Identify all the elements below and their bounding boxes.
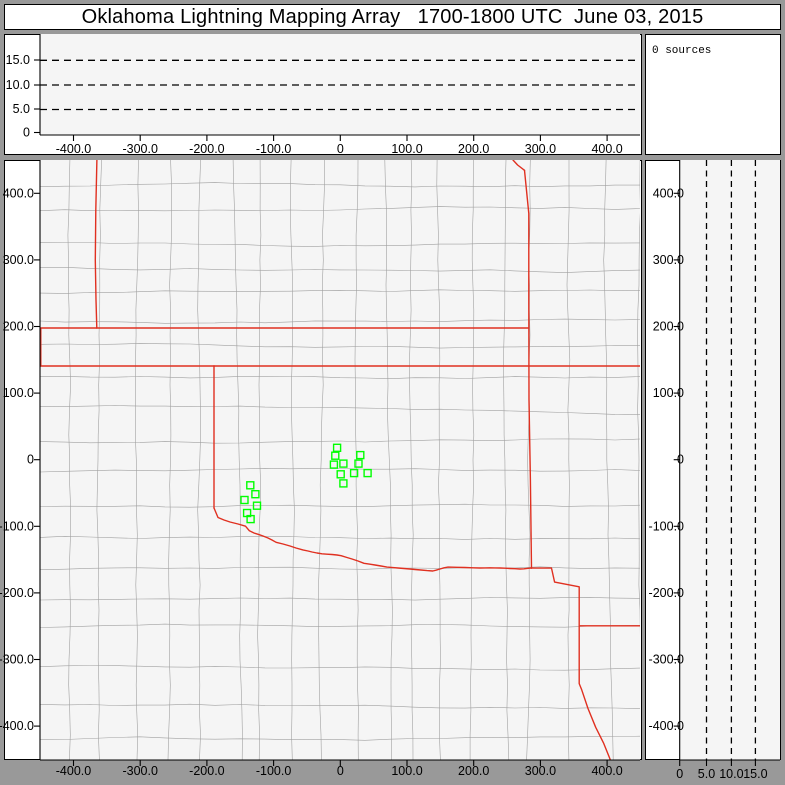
svg-text:200.0: 200.0 — [458, 142, 489, 156]
svg-text:-400.0: -400.0 — [56, 764, 91, 778]
svg-text:15.0: 15.0 — [6, 53, 30, 67]
svg-text:0: 0 — [337, 142, 344, 156]
svg-text:300.0: 300.0 — [525, 142, 556, 156]
svg-text:-100.0: -100.0 — [256, 764, 291, 778]
svg-text:100.0: 100.0 — [391, 142, 422, 156]
svg-text:10.0: 10.0 — [719, 767, 743, 781]
svg-text:200.0: 200.0 — [458, 764, 489, 778]
svg-text:0: 0 — [337, 764, 344, 778]
svg-text:-100.0: -100.0 — [0, 519, 34, 533]
svg-text:-200.0: -200.0 — [0, 586, 34, 600]
svg-text:0: 0 — [676, 767, 683, 781]
svg-text:0: 0 — [27, 453, 34, 467]
svg-text:100.0: 100.0 — [391, 764, 422, 778]
svg-text:100.0: 100.0 — [3, 386, 34, 400]
svg-text:0: 0 — [23, 126, 30, 140]
svg-text:400.0: 400.0 — [3, 186, 34, 200]
svg-text:400.0: 400.0 — [591, 764, 622, 778]
svg-text:-100.0: -100.0 — [256, 142, 291, 156]
svg-text:-300.0: -300.0 — [0, 653, 34, 667]
svg-text:300.0: 300.0 — [3, 253, 34, 267]
svg-text:15.0: 15.0 — [743, 767, 767, 781]
svg-text:200.0: 200.0 — [3, 320, 34, 334]
svg-text:400.0: 400.0 — [591, 142, 622, 156]
svg-text:-400.0: -400.0 — [56, 142, 91, 156]
svg-text:300.0: 300.0 — [525, 764, 556, 778]
svg-text:5.0: 5.0 — [13, 102, 30, 116]
svg-text:-400.0: -400.0 — [0, 719, 34, 733]
svg-text:5.0: 5.0 — [698, 767, 715, 781]
svg-text:10.0: 10.0 — [6, 78, 30, 92]
svg-text:-300.0: -300.0 — [122, 142, 157, 156]
svg-text:-300.0: -300.0 — [122, 764, 157, 778]
svg-text:-200.0: -200.0 — [189, 764, 224, 778]
svg-text:-200.0: -200.0 — [189, 142, 224, 156]
